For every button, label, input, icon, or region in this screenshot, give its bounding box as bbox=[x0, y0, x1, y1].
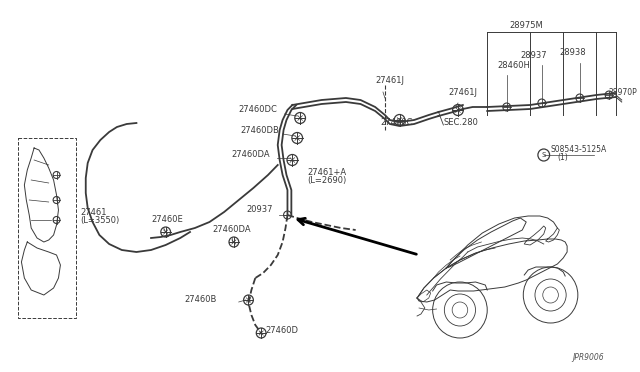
Text: 27460B: 27460B bbox=[184, 295, 216, 304]
Text: 27460C: 27460C bbox=[380, 118, 412, 127]
Text: (1): (1) bbox=[557, 153, 568, 162]
Text: 27461J: 27461J bbox=[448, 88, 477, 97]
Text: 27461: 27461 bbox=[80, 208, 106, 217]
Text: S08543-5125A: S08543-5125A bbox=[550, 145, 607, 154]
Text: JPR9006: JPR9006 bbox=[573, 353, 604, 362]
Text: S: S bbox=[541, 152, 546, 158]
Text: 27461J: 27461J bbox=[375, 76, 404, 85]
Text: 28937: 28937 bbox=[521, 51, 547, 60]
Text: 28975M: 28975M bbox=[509, 21, 543, 30]
Text: 27460DA: 27460DA bbox=[231, 150, 269, 159]
Text: (L=3550): (L=3550) bbox=[80, 216, 119, 225]
Text: 27460DB: 27460DB bbox=[241, 126, 280, 135]
Text: 27460E: 27460E bbox=[151, 215, 183, 224]
Text: 28460H: 28460H bbox=[497, 61, 530, 70]
Text: SEC.280: SEC.280 bbox=[444, 118, 478, 127]
Text: 27460DA: 27460DA bbox=[212, 225, 251, 234]
Text: 28938: 28938 bbox=[559, 48, 586, 57]
Text: 27461+A: 27461+A bbox=[307, 168, 346, 177]
Text: (L=2690): (L=2690) bbox=[307, 176, 346, 185]
Text: 28970P: 28970P bbox=[608, 88, 637, 97]
Text: 27460D: 27460D bbox=[265, 326, 298, 335]
Text: 27460DC: 27460DC bbox=[239, 105, 278, 114]
Text: 20937: 20937 bbox=[246, 205, 273, 214]
